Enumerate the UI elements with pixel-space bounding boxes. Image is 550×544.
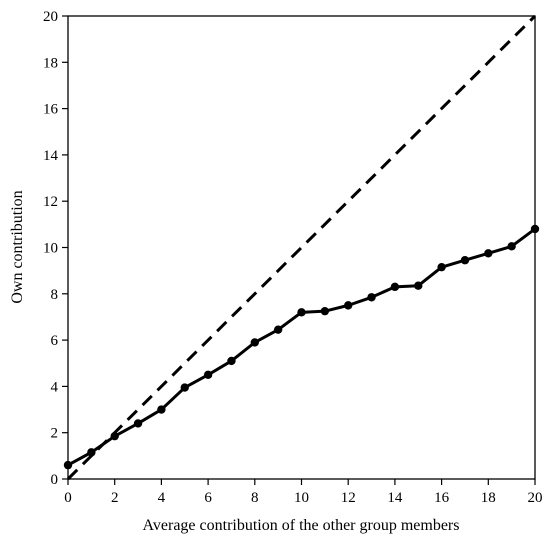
data-point <box>133 419 143 428</box>
reference-line-dashed <box>66 14 537 481</box>
series-layer <box>63 14 540 481</box>
x-axis-ticks: 0 2 4 6 8 10 12 14 16 18 20 <box>64 479 543 506</box>
data-point <box>320 306 330 316</box>
data-point <box>87 448 96 457</box>
x-tick-label: 12 <box>341 490 356 506</box>
y-tick-label: 16 <box>43 102 59 118</box>
data-point <box>414 281 423 290</box>
data-point <box>157 405 166 414</box>
data-point <box>367 293 376 302</box>
data-point <box>227 356 236 366</box>
y-tick-label: 18 <box>43 55 58 71</box>
data-point <box>460 256 470 265</box>
x-tick-label: 14 <box>387 490 403 506</box>
x-tick-label: 2 <box>111 490 119 506</box>
data-point <box>437 262 446 272</box>
x-tick-label: 4 <box>158 490 166 506</box>
y-axis-ticks: 0 2 4 6 8 10 12 14 16 18 20 <box>43 9 68 488</box>
data-point <box>203 370 213 380</box>
y-tick-label: 10 <box>43 241 58 257</box>
data-point <box>484 249 493 258</box>
y-tick-label: 12 <box>43 194 58 210</box>
data-point <box>250 338 259 347</box>
data-point <box>297 308 306 317</box>
x-tick-label: 10 <box>294 490 309 506</box>
x-tick-label: 16 <box>434 490 450 506</box>
data-point <box>507 242 516 251</box>
data-point <box>390 282 400 292</box>
y-tick-label: 2 <box>51 426 59 442</box>
x-tick-label: 8 <box>251 490 259 506</box>
x-tick-label: 0 <box>64 490 72 506</box>
data-point <box>180 383 189 392</box>
x-axis-title: Average contribution of the other group … <box>143 517 460 534</box>
x-tick-label: 18 <box>481 490 496 506</box>
y-tick-label: 6 <box>51 333 59 349</box>
x-tick-label: 6 <box>204 490 212 506</box>
y-tick-label: 14 <box>43 148 59 164</box>
y-axis-title: Own contribution <box>9 190 26 303</box>
data-point <box>273 325 283 334</box>
data-point <box>63 460 73 470</box>
y-tick-label: 20 <box>43 9 58 25</box>
x-tick-label: 20 <box>528 490 543 506</box>
y-tick-label: 4 <box>51 379 59 395</box>
y-tick-label: 8 <box>51 287 59 303</box>
data-point <box>530 224 540 234</box>
data-point <box>344 301 353 310</box>
y-tick-label: 0 <box>51 472 59 488</box>
